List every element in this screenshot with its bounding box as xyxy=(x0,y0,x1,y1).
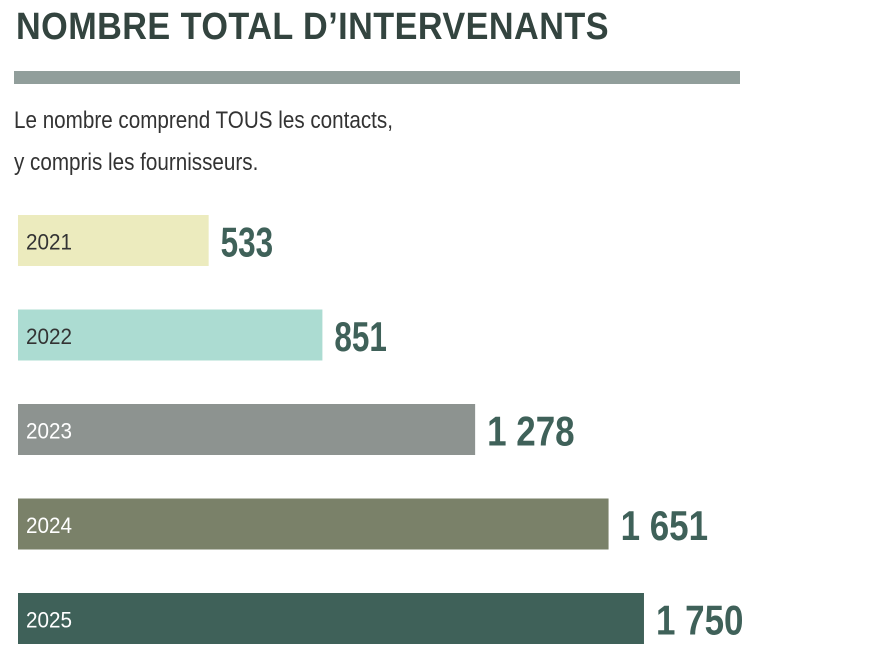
bar-2021 xyxy=(18,215,209,266)
subtitle-line-1: Le nombre comprend TOUS les contacts, xyxy=(14,107,393,134)
value-label-2021: 533 xyxy=(221,219,274,266)
bar-2024 xyxy=(18,498,609,550)
chart-subtitle: Le nombre comprend TOUS les contacts, y … xyxy=(14,100,393,184)
category-label-2021: 2021 xyxy=(26,230,72,255)
category-label-2023: 2023 xyxy=(26,419,72,444)
value-label-2025: 1 750 xyxy=(656,597,744,644)
subtitle-line-2: y compris les fournisseurs. xyxy=(14,149,259,176)
bar-2025 xyxy=(18,593,644,644)
chart-title: NOMBRE TOTAL D’INTERVENANTS xyxy=(16,6,609,48)
category-label-2022: 2022 xyxy=(26,324,72,349)
bar-2023 xyxy=(18,404,476,455)
value-label-2022: 851 xyxy=(334,313,387,360)
value-label-2023: 1 278 xyxy=(487,408,575,455)
category-label-2025: 2025 xyxy=(26,608,72,633)
title-underline-rule xyxy=(14,71,740,84)
value-label-2024: 1 651 xyxy=(621,502,709,549)
category-label-2024: 2024 xyxy=(26,513,72,538)
bar-2022 xyxy=(18,309,323,361)
